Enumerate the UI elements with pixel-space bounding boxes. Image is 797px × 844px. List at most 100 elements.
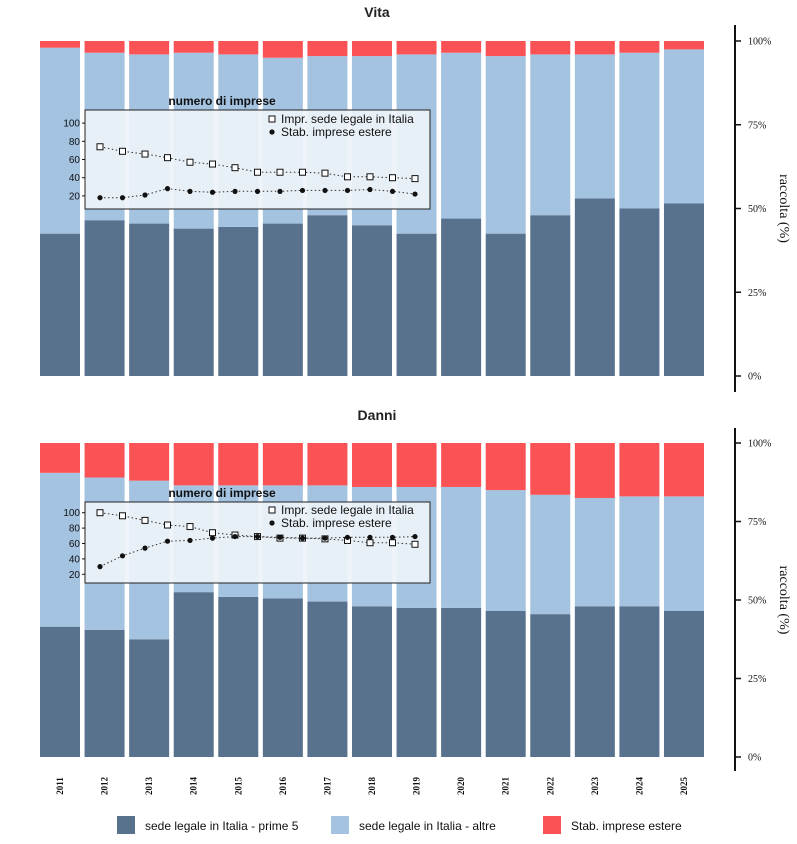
bar-altre-2025 [663,496,704,611]
bar-prime5-2025 [663,203,704,376]
inset-point-circle-2011 [97,195,103,201]
inset-point-square-2024 [389,539,396,547]
inset-point-circle-2011 [97,564,103,570]
inset-point-circle-2014 [164,186,171,192]
inset-point-circle-2023 [367,186,373,193]
bar-estere-2023 [574,41,615,55]
y-tick-label: 100% [748,37,771,48]
y-axis-label: raccolta (%) [776,174,791,243]
x-tick-label: 2013 [144,777,154,796]
inset-title: numero di imprese [168,486,276,500]
inset-point-circle-2025 [412,191,418,197]
inset-legend-circle-marker [269,520,275,526]
inset-point-square-2019 [276,168,284,176]
chart-panel-vita: Vita 0% 25% 50% 75% 100% raccolta (%) numero di… [40,4,791,392]
bar-prime5-2013 [129,223,170,376]
inset-point-square-2015 [186,523,194,531]
legend-swatch-prime5 [117,816,135,834]
inset-point-square-2013 [141,516,149,524]
legend-swatch-estere [543,816,561,834]
inset-line-square [99,146,416,180]
inset-y-tick-label: 80 [69,137,81,148]
bar-estere-2017 [307,443,348,486]
x-tick-label: 2019 [412,777,422,796]
bar-estere-2013 [129,41,170,55]
inset-point-square-2014 [164,521,171,529]
inset-point-square-2022 [344,173,351,181]
inset-point-circle-2020 [299,535,306,541]
inset-legend-circle-marker [269,129,275,135]
x-tick-label: 2016 [278,777,288,796]
bar-estere-2018 [351,443,392,487]
bar-prime5-2021 [485,610,526,757]
bar-estere-2012 [84,443,125,478]
x-tick-label: 2023 [590,777,600,796]
inset-point-square-2025 [411,540,419,548]
y-tick-label: 25% [748,288,766,299]
inset-legend-label: Impr. sede legale in Italia [281,503,414,517]
bar-altre-2011 [40,472,80,627]
inset-legend-square-marker [268,115,276,123]
inset-point-square-2011 [96,143,104,151]
y-tick-label: 50% [748,204,766,215]
inset-line-square [99,512,416,545]
bar-prime5-2016 [262,598,303,757]
bar-estere-2021 [485,443,526,491]
bar-prime5-2019 [396,607,437,757]
bar-estere-2013 [129,443,170,481]
inset-point-circle-2013 [142,545,148,551]
chart-title: Vita [364,4,390,20]
bar-altre-2021 [485,490,526,611]
inset-point-square-2016 [209,529,216,537]
inset-point-circle-2025 [412,533,418,540]
bar-prime5-2020 [441,218,482,376]
x-tick-label: 2022 [545,777,555,796]
bar-estere-2016 [262,41,303,58]
bar-altre-2023 [574,54,615,199]
inset-point-circle-2014 [164,538,171,544]
chart-title: Danni [358,407,397,423]
bar-estere-2021 [485,41,526,57]
inset-line-circle [99,536,416,568]
bar-prime5-2025 [663,610,704,757]
bar-estere-2024 [619,41,660,53]
bar-prime5-2020 [441,607,482,757]
bar-estere-2011 [40,443,80,473]
inset-point-square-2024 [389,174,396,182]
inset-point-square-2020 [299,168,306,176]
bar-estere-2022 [530,41,571,55]
bar-altre-2011 [40,47,80,234]
inset-point-circle-2016 [209,189,216,195]
x-tick-label: 2021 [501,777,511,796]
bar-altre-2023 [574,497,615,607]
bar-estere-2022 [530,443,571,495]
bar-altre-2025 [663,49,704,204]
inset-y-tick-label: 100 [63,508,80,519]
inset-point-circle-2015 [187,537,193,544]
bar-prime5-2017 [307,601,348,757]
inset-point-circle-2017 [232,533,238,540]
inset-point-square-2025 [411,175,419,183]
x-tick-label: 2020 [456,777,466,796]
bar-prime5-2015 [218,596,259,757]
chart-panel-danni: Danni 0% 25% 50% 75% 100% raccolta (%) numero d… [40,407,791,771]
bar-prime5-2011 [40,626,80,757]
bar-prime5-2024 [619,606,660,757]
legend-swatch-altre [331,816,349,834]
inset-y-tick-label: 100 [63,119,80,130]
inset-point-circle-2021 [322,535,328,541]
bar-estere-2011 [40,41,80,48]
inset-point-circle-2017 [232,188,238,194]
bar-estere-2019 [396,443,437,487]
bar-prime5-2024 [619,208,660,376]
bar-altre-2020 [441,52,482,219]
bar-prime5-2012 [84,629,125,757]
bar-estere-2025 [663,41,704,50]
inset-point-circle-2022 [344,187,351,194]
bar-prime5-2012 [84,220,125,376]
inset-line-circle [100,188,416,199]
inset-point-circle-2023 [367,534,373,540]
inset-point-square-2021 [321,169,329,177]
y-tick-label: 0% [748,753,761,764]
